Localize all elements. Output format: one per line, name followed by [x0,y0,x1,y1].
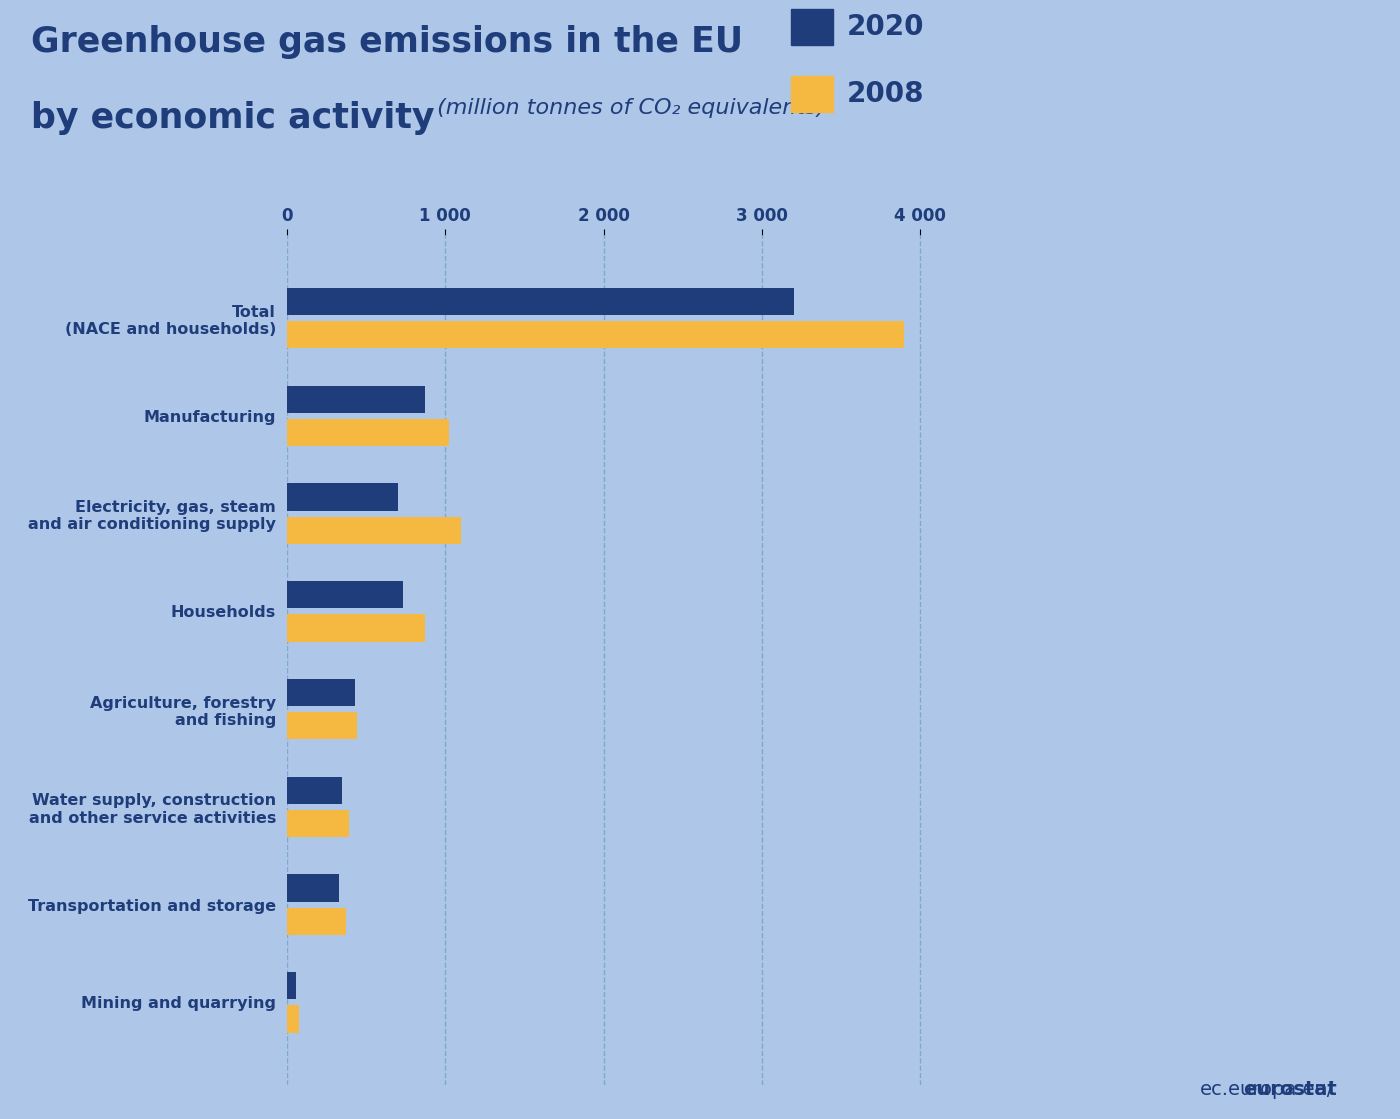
Bar [287,321,904,348]
Text: by economic activity: by economic activity [31,101,434,134]
Bar [287,777,343,803]
Bar [287,614,424,641]
Bar [287,810,349,837]
Bar [287,419,448,446]
Text: (million tonnes of CO₂ equivalents): (million tonnes of CO₂ equivalents) [430,98,825,119]
Bar [287,712,357,740]
Text: ec.europa.eu/: ec.europa.eu/ [1200,1080,1334,1099]
Bar [287,581,403,609]
Text: 2020: 2020 [847,12,924,41]
Bar [287,908,346,934]
Bar [287,483,398,510]
Text: eurostat: eurostat [1243,1080,1337,1099]
Bar [287,972,295,999]
Bar [287,874,339,902]
Text: 2008: 2008 [847,79,924,109]
Bar [287,517,461,544]
Bar [287,679,356,706]
Bar [287,386,424,413]
Bar [287,288,794,316]
Bar [287,1005,298,1033]
Text: Greenhouse gas emissions in the EU: Greenhouse gas emissions in the EU [31,25,743,58]
